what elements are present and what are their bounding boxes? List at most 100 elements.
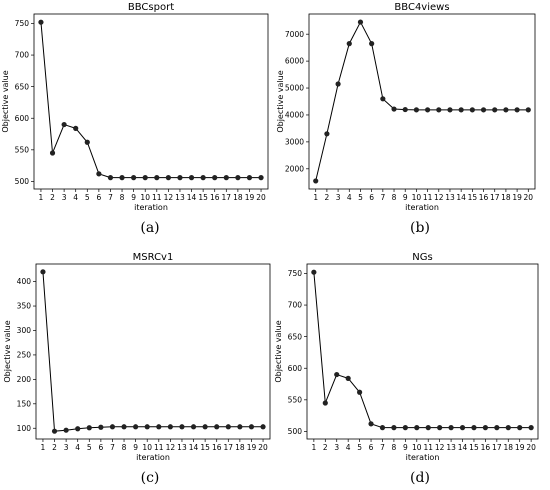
chart-1-title: BBCsport <box>128 2 174 13</box>
chart-2-title: BBC4views <box>394 2 449 13</box>
chart-4-point <box>379 425 386 431</box>
chart-1-xtick-label: 15 <box>198 193 208 202</box>
chart-3-title: MSRCv1 <box>133 252 174 263</box>
chart-3-ytick-label: 300 <box>17 326 32 335</box>
chart-2-point <box>436 107 442 113</box>
chart-3-point <box>63 427 69 433</box>
chart-1-xtick-label: 20 <box>256 193 266 202</box>
chart-2-point <box>391 106 397 112</box>
chart-3-ytick-label: 350 <box>17 302 32 311</box>
chart-1-xtick-label: 1 <box>39 193 44 202</box>
chart-4-xtick-label: 4 <box>346 443 351 452</box>
chart-2-point <box>424 107 431 113</box>
chart-3-xtick-label: 9 <box>133 443 138 452</box>
chart-2-xtick-label: 20 <box>524 193 534 202</box>
chart-4-xtick-label: 3 <box>334 443 339 452</box>
chart-3-point <box>75 426 81 432</box>
chart-2-point <box>447 107 453 113</box>
chart-3-xtick-label: 3 <box>64 443 69 452</box>
chart-4-point <box>471 425 477 431</box>
chart-4-ytick-label: 650 <box>288 332 303 341</box>
chart-3-xtick-label: 7 <box>110 443 115 452</box>
chart-2-xtick-label: 7 <box>380 193 385 202</box>
chart-2-xtick-label: 11 <box>423 193 433 202</box>
chart-3-point <box>86 425 92 431</box>
chart-1-xtick-label: 4 <box>73 193 78 202</box>
chart-1-point <box>96 171 102 177</box>
chart-4-xtick-label: 10 <box>412 443 422 452</box>
chart-3-xtick-label: 17 <box>224 443 234 452</box>
chart-2-xtick-label: 17 <box>490 193 500 202</box>
chart-3-caption: (c) <box>141 470 160 486</box>
chart-2-point <box>335 81 341 87</box>
chart-4-point <box>437 425 443 431</box>
chart-1-point <box>246 175 253 181</box>
chart-2-xtick-label: 16 <box>479 193 489 202</box>
chart-2-xtick-label: 3 <box>336 193 341 202</box>
chart-3-point <box>144 424 150 430</box>
chart-2-xlabel: iteration <box>405 203 439 212</box>
chart-3-point <box>40 269 46 275</box>
chart-2-xtick-label: 19 <box>512 193 522 202</box>
chart-4-ytick-label: 750 <box>288 269 303 278</box>
chart-3-ytick-label: 400 <box>17 277 32 286</box>
chart-4-point <box>494 425 500 431</box>
chart-1-frame <box>33 13 269 190</box>
chart-3-point <box>214 424 220 430</box>
chart-1-point <box>61 121 67 128</box>
chart-2-xtick-label: 2 <box>325 193 330 202</box>
chart-4-xtick-label: 18 <box>503 443 513 452</box>
chart-3-point <box>190 424 197 430</box>
chart-3-xtick-label: 16 <box>212 443 222 452</box>
chart-1-xtick-label: 19 <box>245 193 255 202</box>
chart-2-point <box>514 107 520 113</box>
chart-2-ytick-label: 4000 <box>285 111 304 120</box>
chart-4-ytick-label: 550 <box>288 395 303 404</box>
chart-1-xlabel: iteration <box>134 203 168 212</box>
chart-2-point <box>458 107 464 113</box>
chart-4-point <box>402 425 408 431</box>
chart-2-xtick-label: 15 <box>468 193 478 202</box>
chart-4-point <box>528 425 534 431</box>
chart-3-ytick-label: 150 <box>17 399 32 408</box>
chart-4-xtick-label: 6 <box>369 443 374 452</box>
chart-3-xtick-label: 5 <box>87 443 92 452</box>
chart-2-ytick-label: 6000 <box>285 57 304 66</box>
chart-1-point <box>154 175 160 181</box>
chart-3-xtick-label: 14 <box>189 443 199 452</box>
chart-1-xtick-label: 9 <box>131 193 136 202</box>
chart-3-point <box>248 424 255 430</box>
chart-4-point <box>368 421 374 427</box>
chart-1-point <box>142 175 148 181</box>
chart-3-ylabel: Objective value <box>3 320 12 382</box>
chart-1-ytick-label: 600 <box>15 114 30 123</box>
chart-4-xtick-label: 5 <box>357 443 362 452</box>
chart-3-point <box>109 424 116 430</box>
chart-3-point <box>98 424 104 430</box>
chart-3-ytick-label: 200 <box>17 375 32 384</box>
chart-4-xlabel: iteration <box>406 453 440 462</box>
chart-4-point <box>448 425 454 431</box>
chart-1-xtick-label: 3 <box>62 193 67 202</box>
chart-1-point <box>38 19 44 25</box>
chart-4-xtick-label: 16 <box>481 443 491 452</box>
chart-4-xtick-label: 19 <box>515 443 525 452</box>
chart-1-point <box>235 175 241 181</box>
chart-3-ytick-label: 250 <box>17 351 32 360</box>
chart-1-xtick-label: 5 <box>85 193 90 202</box>
chart-1-point <box>177 175 183 181</box>
chart-3-point <box>202 424 208 430</box>
chart-2-xtick-label: 6 <box>369 193 374 202</box>
chart-1-xtick-label: 2 <box>50 193 55 202</box>
chart-3-point <box>133 424 139 430</box>
chart-3-xtick-label: 1 <box>41 443 46 452</box>
chart-3-xtick-label: 11 <box>154 443 164 452</box>
chart-2-point <box>492 107 498 113</box>
chart-1-series-line <box>40 22 262 179</box>
chart-2-xtick-label: 10 <box>412 193 422 202</box>
chart-1-xtick-label: 12 <box>164 193 174 202</box>
chart-3-point <box>179 424 185 430</box>
